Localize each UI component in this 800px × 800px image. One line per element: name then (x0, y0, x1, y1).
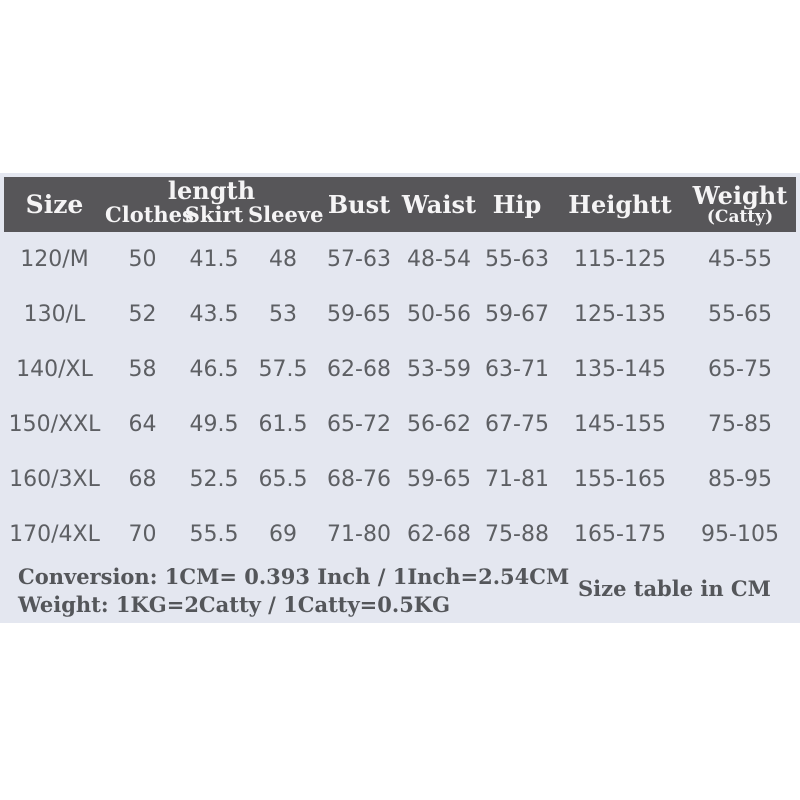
cell-size: 120/M (20, 247, 89, 272)
cell-clothes: 68 (128, 467, 157, 492)
cell-bust: 57-63 (327, 247, 391, 272)
column-header-bust: Bust (327, 190, 391, 219)
cell-height: 115-125 (574, 247, 666, 272)
cell-size: 150/XXL (8, 412, 101, 437)
table-row: 140/XL 58 46.5 57.5 62-68 53-59 63-71 13… (4, 342, 796, 397)
table-row: 130/L 52 43.5 53 59-65 50-56 59-67 125-1… (4, 287, 796, 342)
cell-sleeve: 69 (269, 522, 297, 547)
column-header-skirt: Skirt (184, 202, 244, 227)
cell-height: 165-175 (574, 522, 666, 547)
cell-clothes: 64 (128, 412, 157, 437)
cell-waist: 62-68 (407, 522, 471, 547)
cell-bust: 65-72 (327, 412, 391, 437)
size-unit-note: Size table in CM (578, 576, 771, 601)
cell-sleeve: 48 (269, 247, 297, 272)
cell-clothes: 52 (128, 302, 157, 327)
cell-clothes: 70 (128, 522, 157, 547)
cell-weight: 55-65 (708, 302, 772, 327)
table-row: 120/M 50 41.5 48 57-63 48-54 55-63 115-1… (4, 232, 796, 287)
cell-skirt: 46.5 (189, 357, 239, 382)
cell-bust: 62-68 (327, 357, 391, 382)
cell-sleeve: 53 (269, 302, 297, 327)
cell-skirt: 52.5 (189, 467, 239, 492)
cell-weight: 45-55 (708, 247, 772, 272)
conversion-notes: Conversion: 1CM= 0.393 Inch / 1Inch=2.54… (18, 563, 569, 619)
cell-hip: 67-75 (485, 412, 549, 437)
cell-height: 145-155 (574, 412, 666, 437)
cell-sleeve: 61.5 (258, 412, 308, 437)
column-header-waist: Waist (401, 190, 477, 219)
column-header-hip: Hip (492, 190, 542, 219)
cell-sleeve: 57.5 (258, 357, 308, 382)
cell-weight: 75-85 (708, 412, 772, 437)
cell-skirt: 55.5 (189, 522, 239, 547)
weight-note-line: Weight: 1KG=2Catty / 1Catty=0.5KG (18, 592, 450, 617)
column-header-weight: Weight (Catty) (684, 183, 796, 227)
cell-hip: 63-71 (485, 357, 549, 382)
cell-bust: 59-65 (327, 302, 391, 327)
column-header-clothes: Clothes (105, 202, 194, 227)
size-chart: Size length Clothes Skirt Sleeve Bust Wa… (0, 173, 800, 623)
cell-hip: 55-63 (485, 247, 549, 272)
cell-hip: 59-67 (485, 302, 549, 327)
cell-sleeve: 65.5 (258, 467, 308, 492)
column-header-height: Heightt (568, 190, 672, 219)
cell-skirt: 49.5 (189, 412, 239, 437)
cell-height: 125-135 (574, 302, 666, 327)
cell-waist: 59-65 (407, 467, 471, 492)
table-row: 160/3XL 68 52.5 65.5 68-76 59-65 71-81 1… (4, 452, 796, 507)
cell-clothes: 58 (128, 357, 157, 382)
table-row: 150/XXL 64 49.5 61.5 65-72 56-62 67-75 1… (4, 397, 796, 452)
cell-size: 130/L (23, 302, 86, 327)
cell-waist: 48-54 (407, 247, 471, 272)
column-header-sleeve: Sleeve (248, 202, 324, 227)
cell-waist: 53-59 (407, 357, 471, 382)
column-header-size: Size (25, 190, 84, 219)
table-body: 120/M 50 41.5 48 57-63 48-54 55-63 115-1… (4, 232, 796, 562)
cell-weight: 95-105 (701, 522, 779, 547)
cell-size: 160/3XL (9, 467, 100, 492)
cell-weight: 65-75 (708, 357, 772, 382)
cell-height: 135-145 (574, 357, 666, 382)
cell-waist: 56-62 (407, 412, 471, 437)
cell-bust: 68-76 (327, 467, 391, 492)
cell-hip: 75-88 (485, 522, 549, 547)
cell-skirt: 43.5 (189, 302, 239, 327)
table-row: 170/4XL 70 55.5 69 71-80 62-68 75-88 165… (4, 507, 796, 562)
cell-clothes: 50 (128, 247, 157, 272)
column-group-length: length (167, 176, 256, 205)
cell-size: 140/XL (16, 357, 93, 382)
conversion-note-line: Conversion: 1CM= 0.393 Inch / 1Inch=2.54… (18, 564, 570, 589)
table-header: Size length Clothes Skirt Sleeve Bust Wa… (4, 177, 796, 232)
weight-unit-label: (Catty) (706, 206, 774, 227)
weight-label: Weight (692, 180, 788, 210)
cell-waist: 50-56 (407, 302, 471, 327)
cell-skirt: 41.5 (189, 247, 239, 272)
cell-weight: 85-95 (708, 467, 772, 492)
cell-hip: 71-81 (485, 467, 549, 492)
cell-size: 170/4XL (9, 522, 100, 547)
cell-bust: 71-80 (327, 522, 391, 547)
cell-height: 155-165 (574, 467, 666, 492)
